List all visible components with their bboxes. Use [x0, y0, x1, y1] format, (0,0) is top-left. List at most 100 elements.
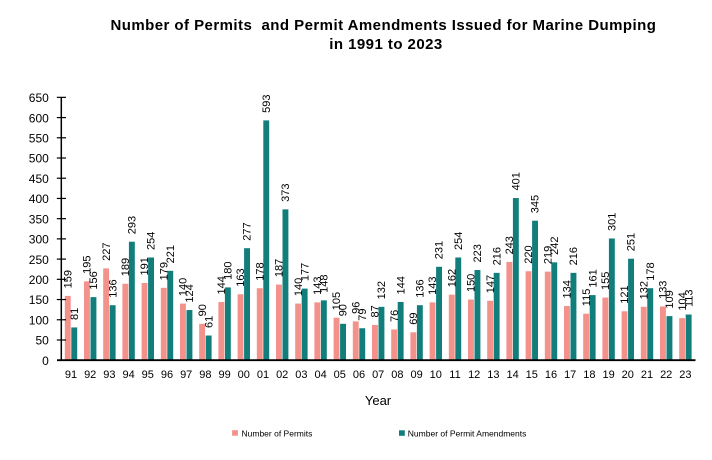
svg-text:69: 69 — [408, 313, 420, 325]
svg-text:162: 162 — [446, 269, 458, 287]
svg-text:401: 401 — [511, 172, 523, 190]
svg-text:115: 115 — [581, 289, 593, 307]
svg-text:10: 10 — [430, 369, 442, 381]
svg-text:05: 05 — [334, 369, 346, 381]
svg-text:220: 220 — [523, 245, 535, 263]
svg-text:178: 178 — [254, 262, 266, 280]
svg-text:12: 12 — [468, 369, 480, 381]
svg-text:400: 400 — [29, 192, 49, 206]
svg-text:187: 187 — [274, 259, 286, 277]
svg-text:16: 16 — [545, 369, 557, 381]
svg-text:50: 50 — [35, 334, 49, 348]
svg-text:221: 221 — [165, 245, 177, 263]
svg-text:Number of Permits: Number of Permits — [242, 428, 313, 438]
svg-text:147: 147 — [485, 275, 497, 293]
svg-text:254: 254 — [453, 232, 465, 250]
svg-text:79: 79 — [357, 309, 369, 321]
svg-text:450: 450 — [29, 172, 49, 186]
svg-text:20: 20 — [622, 369, 634, 381]
svg-text:150: 150 — [466, 274, 478, 292]
svg-text:07: 07 — [372, 369, 384, 381]
svg-text:189: 189 — [120, 258, 132, 276]
svg-text:113: 113 — [683, 289, 695, 307]
svg-text:250: 250 — [29, 253, 49, 267]
svg-text:08: 08 — [391, 369, 403, 381]
svg-text:21: 21 — [641, 369, 653, 381]
svg-text:94: 94 — [122, 369, 134, 381]
svg-text:121: 121 — [619, 285, 631, 303]
svg-text:90: 90 — [197, 304, 209, 316]
svg-text:143: 143 — [427, 277, 439, 295]
svg-text:06: 06 — [353, 369, 365, 381]
svg-text:100: 100 — [29, 313, 49, 327]
svg-text:109: 109 — [664, 290, 676, 308]
svg-text:23: 23 — [679, 369, 691, 381]
svg-text:00: 00 — [238, 369, 250, 381]
svg-text:143: 143 — [312, 277, 324, 295]
svg-text:593: 593 — [261, 95, 273, 113]
svg-text:09: 09 — [410, 369, 422, 381]
svg-text:91: 91 — [65, 369, 77, 381]
svg-text:300: 300 — [29, 233, 49, 247]
svg-text:243: 243 — [504, 236, 516, 254]
svg-text:95: 95 — [142, 369, 154, 381]
svg-text:132: 132 — [376, 281, 388, 299]
svg-text:136: 136 — [107, 279, 119, 297]
svg-text:180: 180 — [223, 262, 235, 280]
svg-text:92: 92 — [84, 369, 96, 381]
svg-text:144: 144 — [395, 276, 407, 294]
svg-text:251: 251 — [626, 233, 638, 251]
svg-text:277: 277 — [242, 222, 254, 240]
svg-text:14: 14 — [506, 369, 518, 381]
svg-text:293: 293 — [127, 216, 139, 234]
svg-text:98: 98 — [199, 369, 211, 381]
svg-text:301: 301 — [607, 213, 619, 231]
svg-text:03: 03 — [295, 369, 307, 381]
svg-text:227: 227 — [101, 243, 113, 261]
svg-text:231: 231 — [434, 241, 446, 259]
svg-text:179: 179 — [158, 262, 170, 280]
svg-text:02: 02 — [276, 369, 288, 381]
svg-text:373: 373 — [280, 184, 292, 202]
svg-text:178: 178 — [645, 262, 657, 280]
svg-text:150: 150 — [29, 293, 49, 307]
svg-text:161: 161 — [587, 269, 599, 287]
svg-text:200: 200 — [29, 273, 49, 287]
svg-text:140: 140 — [178, 278, 190, 296]
svg-text:76: 76 — [389, 310, 401, 322]
svg-text:148: 148 — [319, 274, 331, 292]
svg-text:Number of Permits and Permit: Number of Permits and Permit Amendments … — [110, 17, 656, 34]
svg-text:216: 216 — [568, 247, 580, 265]
svg-text:124: 124 — [184, 284, 196, 302]
svg-text:22: 22 — [660, 369, 672, 381]
svg-text:104: 104 — [677, 292, 689, 310]
svg-text:Year: Year — [365, 393, 392, 408]
svg-text:219: 219 — [542, 246, 554, 264]
svg-text:254: 254 — [146, 232, 158, 250]
svg-text:96: 96 — [350, 302, 362, 314]
svg-text:87: 87 — [370, 305, 382, 317]
svg-text:11: 11 — [449, 369, 460, 381]
svg-text:500: 500 — [29, 152, 49, 166]
svg-text:18: 18 — [583, 369, 595, 381]
svg-text:155: 155 — [600, 272, 612, 290]
svg-text:140: 140 — [293, 278, 305, 296]
svg-text:345: 345 — [530, 195, 542, 213]
svg-text:223: 223 — [472, 244, 484, 262]
svg-text:650: 650 — [29, 91, 49, 105]
svg-text:17: 17 — [564, 369, 576, 381]
svg-text:133: 133 — [658, 281, 670, 299]
svg-text:93: 93 — [103, 369, 115, 381]
svg-text:195: 195 — [82, 255, 94, 273]
svg-text:105: 105 — [331, 292, 343, 310]
svg-text:81: 81 — [69, 308, 81, 320]
svg-text:550: 550 — [29, 131, 49, 145]
svg-text:19: 19 — [602, 369, 614, 381]
svg-text:04: 04 — [314, 369, 326, 381]
svg-text:600: 600 — [29, 111, 49, 125]
svg-text:144: 144 — [216, 276, 228, 294]
svg-text:in 1991 to 2023: in 1991 to 2023 — [329, 36, 442, 53]
svg-text:163: 163 — [235, 268, 247, 286]
svg-text:99: 99 — [218, 369, 230, 381]
svg-text:15: 15 — [526, 369, 538, 381]
